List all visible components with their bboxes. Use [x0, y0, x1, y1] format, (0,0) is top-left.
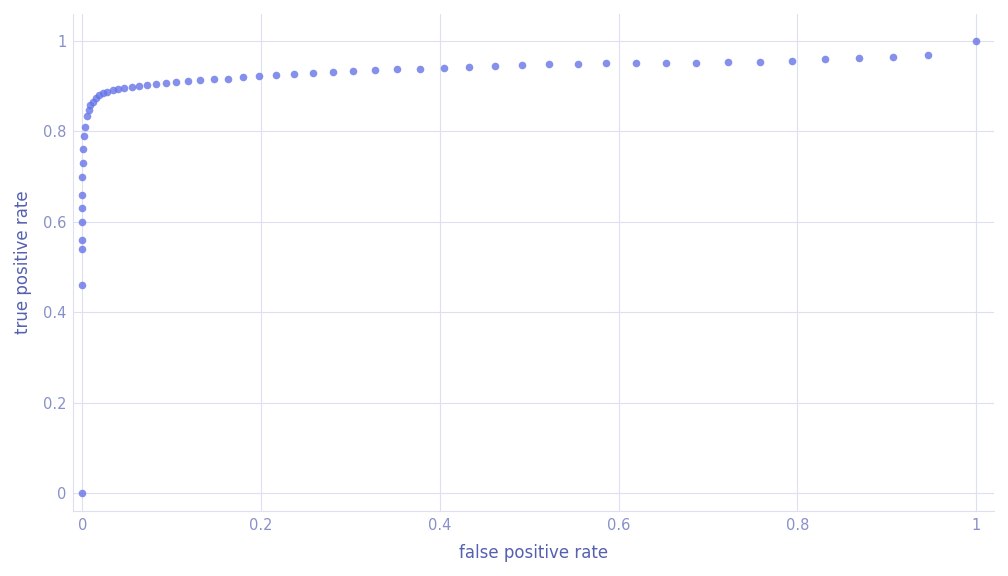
Point: [88, 93, 104, 103]
Point: [139, 81, 155, 90]
Point: [100, 87, 116, 96]
Point: [628, 58, 644, 67]
Point: [367, 66, 383, 75]
Point: [110, 85, 126, 94]
Point: [85, 97, 101, 106]
Point: [92, 90, 108, 100]
Point: [920, 51, 936, 60]
Point: [436, 63, 453, 72]
Point: [168, 78, 184, 87]
Y-axis label: true positive rate: true positive rate: [14, 191, 32, 334]
Point: [75, 235, 91, 244]
Point: [412, 64, 428, 73]
Point: [193, 75, 209, 85]
Point: [157, 78, 173, 88]
Point: [77, 122, 93, 131]
Point: [541, 59, 557, 69]
Point: [95, 89, 111, 98]
Point: [124, 82, 140, 92]
Point: [75, 281, 91, 290]
Point: [220, 74, 236, 83]
Point: [389, 65, 405, 74]
Point: [131, 82, 147, 91]
Point: [570, 59, 586, 68]
Point: [251, 71, 267, 81]
Point: [462, 62, 478, 71]
Point: [147, 80, 163, 89]
Point: [487, 61, 503, 70]
Point: [268, 71, 284, 80]
Point: [752, 57, 768, 66]
Point: [75, 172, 91, 181]
Point: [885, 52, 901, 62]
Point: [817, 55, 834, 64]
Point: [325, 67, 341, 77]
Point: [83, 101, 99, 110]
Point: [658, 58, 674, 67]
Point: [81, 105, 97, 114]
Point: [75, 190, 91, 199]
Point: [79, 111, 95, 120]
Point: [75, 244, 91, 253]
Point: [76, 158, 92, 168]
Point: [968, 36, 984, 46]
Point: [179, 77, 196, 86]
Point: [598, 59, 614, 68]
Point: [75, 204, 91, 213]
Point: [305, 69, 322, 78]
Point: [345, 67, 361, 76]
Point: [688, 58, 705, 67]
Point: [105, 86, 121, 95]
Point: [235, 73, 251, 82]
Point: [75, 217, 91, 226]
Point: [851, 53, 867, 62]
Point: [514, 60, 530, 70]
Point: [76, 145, 92, 154]
Point: [784, 56, 800, 66]
Point: [720, 58, 736, 67]
Point: [116, 84, 132, 93]
X-axis label: false positive rate: false positive rate: [460, 544, 609, 562]
Point: [286, 70, 302, 79]
Point: [206, 75, 222, 84]
Point: [77, 131, 93, 141]
Point: [75, 488, 91, 498]
